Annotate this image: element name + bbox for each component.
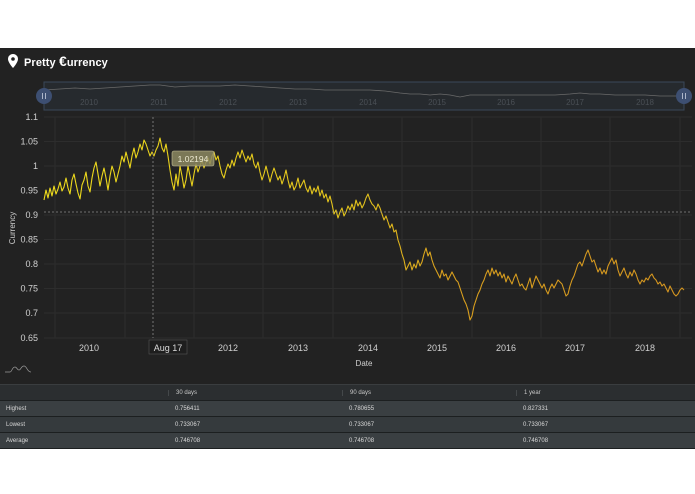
currency-chart[interactable]: 2010 2011 2012 2013 2014 2015 2016 2017 …	[0, 48, 695, 384]
svg-text:2014: 2014	[359, 98, 377, 107]
header-cell-1-year: 1 year	[516, 389, 695, 396]
range-navigator[interactable]: 2010 2011 2012 2013 2014 2015 2016 2017 …	[36, 81, 692, 111]
svg-text:2017: 2017	[565, 343, 585, 353]
row-label: Highest	[6, 405, 27, 412]
y-axis-label: Currency	[8, 212, 17, 244]
cell-value: 0.827331	[523, 405, 549, 412]
svg-text:2015: 2015	[428, 98, 446, 107]
svg-text:2013: 2013	[288, 343, 308, 353]
chart-mini-icon	[5, 365, 32, 373]
svg-text:1.02194: 1.02194	[178, 154, 209, 164]
header-cell-30-days: 30 days	[168, 389, 342, 396]
cell-value: 0.756411	[175, 405, 200, 412]
cell-value: 0.746708	[175, 437, 201, 444]
y-axis-ticks: 1.1 1.05 1 0.95 0.9 0.85 0.8 0.75 0.7 0.…	[20, 112, 38, 343]
svg-text:0.85: 0.85	[20, 235, 38, 245]
svg-text:2012: 2012	[218, 343, 238, 353]
svg-text:2010: 2010	[79, 343, 99, 353]
svg-text:1.1: 1.1	[25, 112, 38, 122]
svg-text:1.05: 1.05	[20, 137, 38, 147]
svg-text:0.95: 0.95	[20, 186, 38, 196]
navigator-year-labels: 2010 2011 2012 2013 2014 2015 2016 2017 …	[80, 98, 654, 107]
cell-value: 0.746708	[349, 437, 375, 444]
svg-text:2018: 2018	[636, 98, 654, 107]
navigator-sparkline	[43, 84, 684, 98]
svg-text:0.7: 0.7	[25, 308, 38, 318]
navigator-right-handle[interactable]	[676, 88, 692, 104]
svg-text:0.65: 0.65	[20, 333, 38, 343]
svg-text:2016: 2016	[496, 343, 516, 353]
svg-text:0.75: 0.75	[20, 284, 38, 294]
cell-value: 0.780655	[349, 405, 375, 412]
svg-text:2012: 2012	[219, 98, 237, 107]
svg-text:0.8: 0.8	[25, 259, 38, 269]
stats-table: 30 days 90 days 1 year Highest 0.756411 …	[0, 384, 695, 449]
row-label: Lowest	[6, 421, 26, 428]
map-pin-icon	[8, 54, 18, 68]
svg-text:0.9: 0.9	[25, 210, 38, 220]
cell-value: 0.733067	[349, 421, 375, 428]
crosshair	[44, 117, 692, 338]
plot-gridlines	[44, 116, 692, 339]
x-axis-label: Date	[356, 359, 373, 368]
app-header: Pretty €urrency	[8, 52, 108, 70]
svg-text:2018: 2018	[635, 343, 655, 353]
svg-text:Aug 17: Aug 17	[154, 343, 183, 353]
cell-value: 0.733067	[175, 421, 201, 428]
app-title: Pretty €urrency	[24, 53, 108, 69]
svg-text:2014: 2014	[358, 343, 378, 353]
svg-text:2013: 2013	[289, 98, 307, 107]
cell-value: 0.733067	[523, 421, 549, 428]
table-row-lowest: Lowest 0.733067 0.733067 0.733067	[0, 417, 695, 433]
crosshair-date-label: Aug 17	[148, 339, 188, 355]
currency-series-line[interactable]	[43, 137, 685, 321]
stats-header-row: 30 days 90 days 1 year	[0, 384, 695, 401]
svg-text:1: 1	[33, 161, 38, 171]
header-cell-90-days: 90 days	[342, 389, 516, 396]
svg-text:2011: 2011	[150, 98, 168, 107]
svg-text:2017: 2017	[566, 98, 584, 107]
svg-text:2010: 2010	[80, 98, 98, 107]
row-label: Average	[6, 437, 29, 444]
cell-value: 0.746708	[523, 437, 549, 444]
app-window: Pretty €urrency 2010 2011 2012 2013 2014…	[0, 48, 695, 449]
svg-text:2015: 2015	[427, 343, 447, 353]
svg-text:2016: 2016	[497, 98, 515, 107]
value-tooltip: 1.02194	[171, 150, 215, 167]
navigator-left-handle[interactable]	[36, 88, 52, 104]
table-row-average: Average 0.746708 0.746708 0.746708	[0, 433, 695, 449]
table-row-highest: Highest 0.756411 0.780655 0.827331	[0, 401, 695, 417]
